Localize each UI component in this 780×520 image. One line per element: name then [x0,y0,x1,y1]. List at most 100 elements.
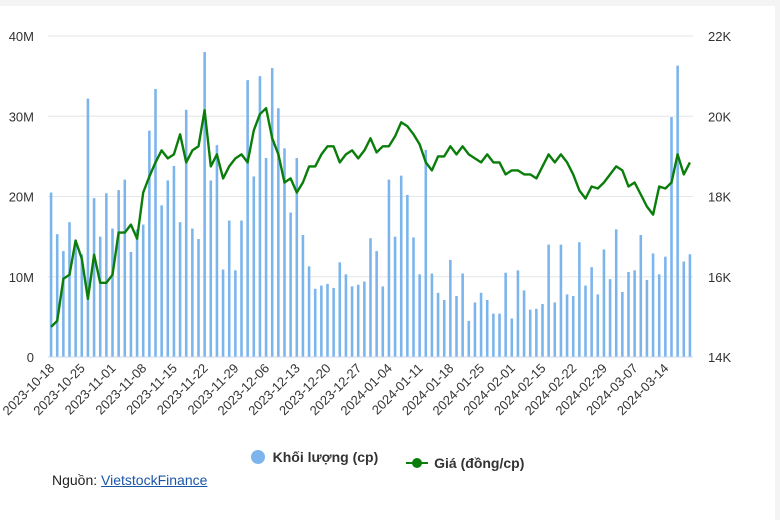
volume-bar [111,228,114,357]
volume-bar [504,272,507,357]
volume-bar [430,273,434,357]
legend-price-label: Giá (đồng/cp) [434,455,525,471]
volume-bar [541,304,544,357]
volume-bar [227,220,231,357]
volume-bar [215,145,219,357]
y-right-tick-label: 16K [708,270,731,285]
legend-volume-marker [250,450,265,464]
volume-bar [664,256,667,357]
volume-bar [492,313,495,357]
volume-bar [608,279,612,357]
volume-bar [412,237,415,357]
volume-bar [535,308,538,357]
volume-bar [178,222,182,357]
legend-item-price[interactable]: Giá (đồng/cp) [406,455,524,471]
y-left-tick-label: 0 [27,350,34,365]
y-left-tick-label: 40M [9,29,34,44]
y-right-tick-label: 18K [708,190,731,205]
volume-bar [344,274,348,357]
volume-bar [442,300,446,357]
chart-card: 0 14K 10M 16K 20M 18K 30M 20K 40M 22K 2023-10-18 20… [0,6,775,520]
volume-bar [307,266,311,357]
volume-bar [98,236,102,357]
volume-bar [135,229,139,357]
volume-bar [627,271,630,357]
volume-bar [418,274,421,357]
volume-bar [559,244,563,357]
volume-bar [528,309,532,357]
volume-bar [209,180,213,357]
volume-bar [203,52,206,358]
volume-bar [682,261,686,357]
volume-bar [320,285,323,357]
volume-bar [633,270,636,357]
volume-bar [479,292,483,357]
volume-bar [375,251,378,357]
volume-bar [571,296,575,357]
source-prefix: Nguồn: [52,472,102,488]
volume-bar [105,193,108,357]
volume-bar [332,287,335,357]
volume-bar [270,68,274,357]
volume-bar [258,76,262,357]
volume-bar [461,273,464,357]
volume-bar [510,318,514,357]
legend: Khối lượng (cp) Giá (đồng/cp) [0,449,775,471]
volume-bar [338,262,342,357]
volume-bar [399,175,403,357]
volume-bar [584,285,587,357]
volume-bar [516,270,520,357]
volume-bar [234,270,237,357]
volume-bar [252,176,256,357]
volume-bar [74,239,77,357]
volume-bar [264,157,268,357]
volume-bar [522,290,526,357]
volume-bar [424,149,428,357]
volume-bar [645,279,649,357]
volume-bar [277,108,280,357]
volume-bar [160,205,163,357]
volume-bar [197,239,200,357]
volume-bar [369,238,372,357]
volume-bar [117,190,120,357]
volume-bar [639,235,643,357]
volume-bar [154,88,157,357]
volume-bar [553,302,557,357]
volume-bar [406,194,409,357]
volume-bar [467,320,471,357]
volume-bar [651,253,655,357]
volume-bar [547,244,550,357]
volume-bar [381,286,385,357]
volume-bar [92,198,96,357]
volume-bar [246,80,249,357]
legend-item-volume[interactable]: Khối lượng (cp) [250,449,379,465]
volume-bar [283,148,286,357]
volume-bar [295,157,299,357]
volume-bar [436,292,440,357]
source-link[interactable]: VietstockFinance [101,472,208,488]
y-left-tick-label: 20M [9,190,34,205]
y-right-tick-label: 14K [708,350,731,365]
volume-bar [221,269,225,357]
volume-bar [184,109,188,357]
volume-bar [49,192,53,357]
volume-bar [473,302,477,357]
legend-price-marker [406,458,429,468]
legend-volume-label: Khối lượng (cp) [272,449,379,465]
volume-bar [123,179,127,357]
volume-bar [55,234,59,357]
volume-bar [289,212,292,357]
price-line [50,107,691,328]
volume-bar [62,251,65,357]
volume-bar [141,224,145,357]
volume-bar [590,267,593,357]
volume-bar [356,284,360,357]
volume-bar [596,294,600,357]
volume-bar [393,236,397,357]
y-left-tick-label: 10M [9,270,34,285]
volume-bar [80,254,84,357]
volume-bar [240,220,243,357]
volume-bar [191,228,194,357]
volume-bar [670,117,673,358]
